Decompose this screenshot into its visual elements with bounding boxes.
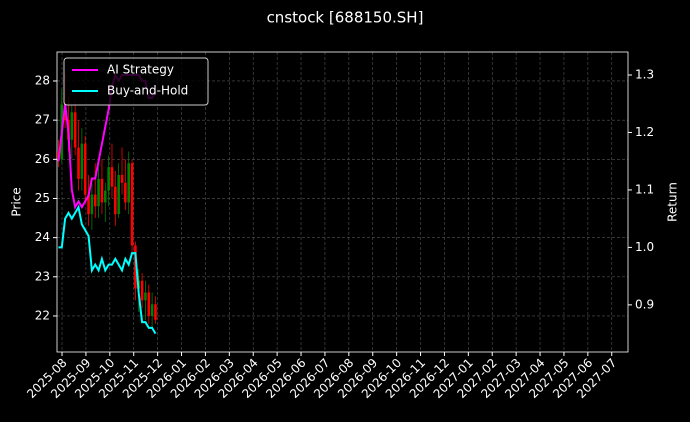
y2-axis-label: Return [666,182,680,222]
candle-body [144,292,147,301]
y-tick-label: 26 [35,152,50,166]
return-line [58,204,157,335]
y-tick-label: 23 [35,269,50,283]
candle-body [127,163,131,203]
candle-body [110,167,114,187]
candle-body [147,292,151,316]
y2-tick-label: 1.1 [635,182,654,196]
legend-label: AI Strategy [107,63,174,77]
y2-tick-label: 1.2 [635,125,654,139]
candle-body [83,143,87,195]
candle-body [124,182,127,203]
plot-frame [56,51,629,353]
candle-body [134,245,137,289]
candle-body [100,178,104,203]
candle-body [93,194,97,207]
y-tick-label: 22 [35,308,50,322]
candle-body [154,304,157,320]
candle-body [70,112,74,140]
candle-body [140,280,144,301]
candle-body [73,112,77,148]
y2-tick-label: 1.3 [635,67,654,81]
candle-body [117,174,120,215]
candle-body [97,178,100,207]
candle-body [90,194,94,215]
candle-body [120,174,124,183]
candle-body [107,167,110,191]
y2-tick-label: 1.0 [635,240,654,254]
y2-tick-label: 0.9 [635,297,654,311]
candle-body [150,304,154,316]
y-axis-label: Price [10,187,24,216]
candle-body [114,186,117,215]
candle-body [87,194,90,215]
legend-box [63,57,209,106]
candle-body [80,143,84,179]
y-tick-label: 27 [35,113,50,127]
legend-label: Buy-and-Hold [107,84,188,98]
candle-body [77,147,80,179]
candle-body [103,190,107,203]
chart-title: cnstock [688150.SH] [267,9,424,27]
candle-body [130,163,134,246]
y-tick-label: 25 [35,191,50,205]
y-tick-label: 28 [35,73,50,87]
y-tick-label: 24 [35,230,50,244]
